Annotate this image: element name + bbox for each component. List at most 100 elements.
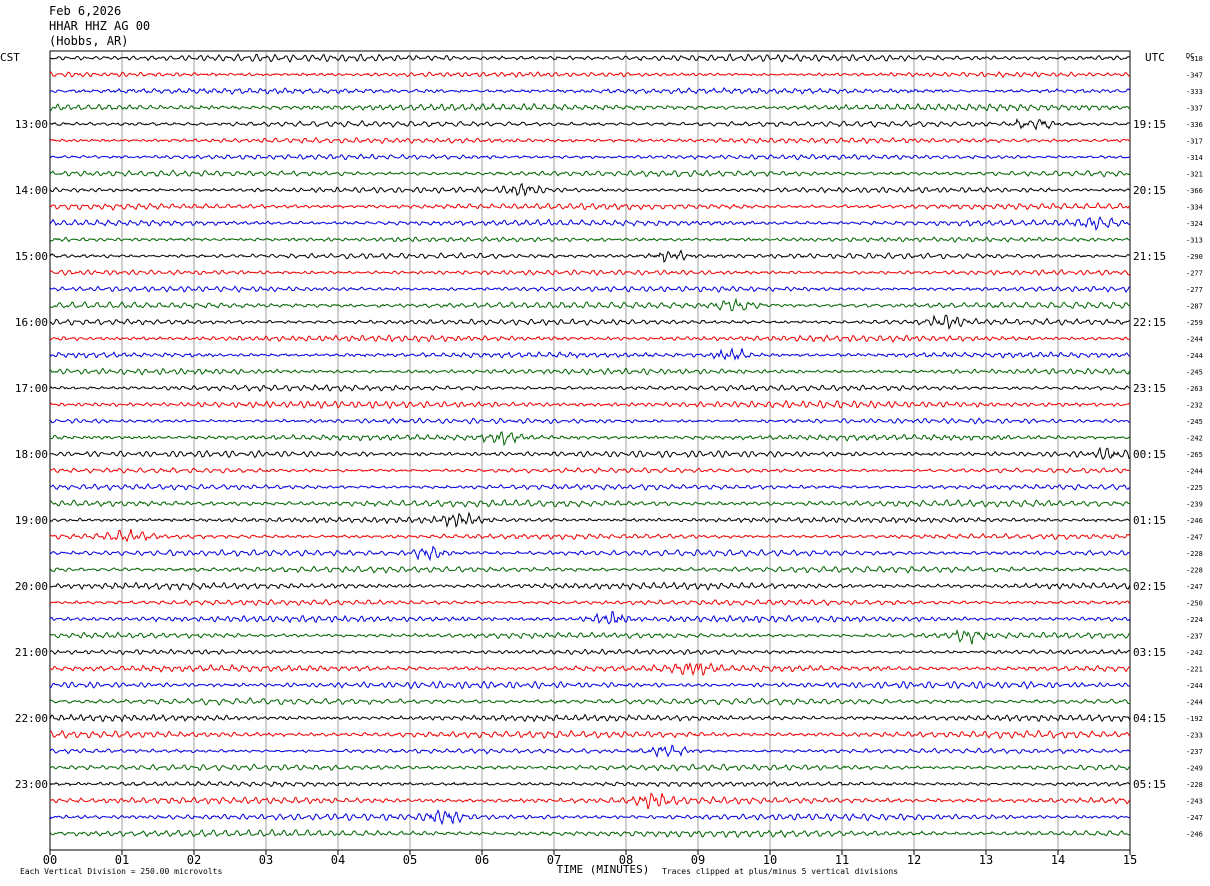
- station-location: (Hobbs, AR): [49, 34, 129, 48]
- trace-line: [49, 511, 1131, 529]
- x-tick-label: 05: [403, 853, 417, 867]
- x-tick-label: 04: [331, 853, 345, 867]
- trace-line: [49, 269, 1131, 277]
- left-hour-label: 21:00: [15, 646, 48, 659]
- trace-line: [50, 729, 1131, 740]
- x-tick-label: 15: [1123, 853, 1137, 867]
- trace-line: [49, 86, 1131, 96]
- trace-line: [49, 629, 1131, 645]
- left-hour-label: 13:00: [15, 118, 48, 131]
- trace-line: [49, 399, 1131, 410]
- dc-offset-label: -336: [1186, 121, 1203, 129]
- x-tick-label: 02: [187, 853, 201, 867]
- trace-line: [49, 809, 1131, 826]
- trace-line: [49, 466, 1131, 474]
- trace-line: [49, 169, 1131, 178]
- scale-note: Each Vertical Division = 250.00 microvol…: [20, 867, 223, 876]
- trace-line: [49, 713, 1131, 723]
- left-timezone-label: CST: [0, 51, 20, 64]
- right-hour-label: 20:15: [1133, 184, 1166, 197]
- dc-offset-label: -225: [1186, 484, 1203, 492]
- trace-line: [49, 499, 1131, 508]
- trace-line: [49, 53, 1131, 63]
- plot-date: Feb 6,2026: [49, 4, 122, 18]
- dc-offset-label: -259: [1186, 319, 1203, 327]
- dc-offset-label: -321: [1186, 171, 1203, 179]
- left-hour-label: 23:00: [15, 778, 48, 791]
- trace-line: [49, 565, 1131, 574]
- right-hour-label: 03:15: [1133, 646, 1166, 659]
- dc-offset-label: -228: [1186, 781, 1203, 789]
- dc-offset-label: -246: [1186, 831, 1203, 839]
- plot-frame: [49, 50, 1131, 851]
- dc-offset-label: -244: [1186, 336, 1203, 344]
- dc-offset-label: -237: [1186, 748, 1203, 756]
- dc-offset-label: -244: [1186, 352, 1203, 360]
- dc-offset-label: -221: [1186, 666, 1203, 674]
- x-tick-label: 07: [547, 853, 561, 867]
- trace-line: [49, 431, 1131, 447]
- trace-line: [49, 581, 1131, 591]
- trace-line: [49, 528, 1131, 543]
- trace-line: [49, 763, 1131, 772]
- dc-offset-label: -347: [1186, 72, 1203, 80]
- trace-line: [49, 102, 1131, 113]
- x-tick-label: 08: [619, 853, 633, 867]
- left-hour-label: 18:00: [15, 448, 48, 461]
- dc-offset-label: -263: [1186, 385, 1203, 393]
- dc-offset-label: -224: [1186, 616, 1203, 624]
- dc-offset-label: -247: [1186, 814, 1203, 822]
- x-tick-label: 13: [979, 853, 993, 867]
- dc-offset-label: -244: [1186, 468, 1203, 476]
- right-hour-label: 22:15: [1133, 316, 1166, 329]
- dc-offset-label: -247: [1186, 534, 1203, 542]
- dc-offset-label: -192: [1186, 715, 1203, 723]
- left-hour-label: 20:00: [15, 580, 48, 593]
- trace-line: [49, 153, 1131, 161]
- trace-line: [49, 792, 1131, 810]
- trace-line: [49, 383, 1131, 392]
- x-tick-label: 06: [475, 853, 489, 867]
- dc-offset-label: -287: [1186, 303, 1203, 311]
- trace-line: [49, 545, 1130, 562]
- trace-line: [49, 347, 1131, 361]
- trace-line: [49, 136, 1131, 145]
- left-hour-label: 15:00: [15, 250, 48, 263]
- dc-offset-label: -277: [1186, 286, 1203, 294]
- x-tick-label: 14: [1051, 853, 1065, 867]
- dc-offset-label: -317: [1186, 138, 1203, 146]
- clip-note: Traces clipped at plus/minus 5 vertical …: [662, 867, 899, 876]
- x-tick-label: 12: [907, 853, 921, 867]
- x-axis-title: TIME (MINUTES): [557, 863, 650, 876]
- right-hour-label: 23:15: [1133, 382, 1166, 395]
- x-tick-label: 00: [43, 853, 57, 867]
- trace-line: [49, 661, 1131, 677]
- dc-offset-label: -246: [1186, 517, 1203, 525]
- dc-offset-label: -233: [1186, 732, 1203, 740]
- dc-offset-label: -232: [1186, 402, 1203, 410]
- trace-line: [49, 314, 1131, 330]
- dc-offset-label: -318: [1186, 55, 1203, 63]
- left-hour-label: 22:00: [15, 712, 48, 725]
- trace-line: [49, 648, 1131, 656]
- dc-label: DC: [1186, 52, 1194, 60]
- right-hour-label: 00:15: [1133, 448, 1166, 461]
- dc-offset-label: -324: [1186, 220, 1203, 228]
- dc-offset-label: -228: [1186, 567, 1203, 575]
- trace-line: [49, 828, 1131, 839]
- trace-line: [49, 249, 1131, 263]
- dc-offset-label: -314: [1186, 154, 1203, 162]
- dc-offset-label: -333: [1186, 88, 1203, 96]
- dc-offset-label: -245: [1186, 369, 1203, 377]
- trace-line: [49, 680, 1131, 690]
- left-hour-label: 17:00: [15, 382, 48, 395]
- dc-offset-label: -277: [1186, 270, 1203, 278]
- dc-offset-label: -245: [1186, 418, 1203, 426]
- dc-offset-label: -337: [1186, 105, 1203, 113]
- right-hour-label: 05:15: [1133, 778, 1166, 791]
- trace-line: [49, 780, 1131, 788]
- dc-offset-label: -243: [1186, 798, 1203, 806]
- trace-line: [49, 483, 1131, 491]
- x-tick-label: 09: [691, 853, 705, 867]
- right-hour-label: 04:15: [1133, 712, 1166, 725]
